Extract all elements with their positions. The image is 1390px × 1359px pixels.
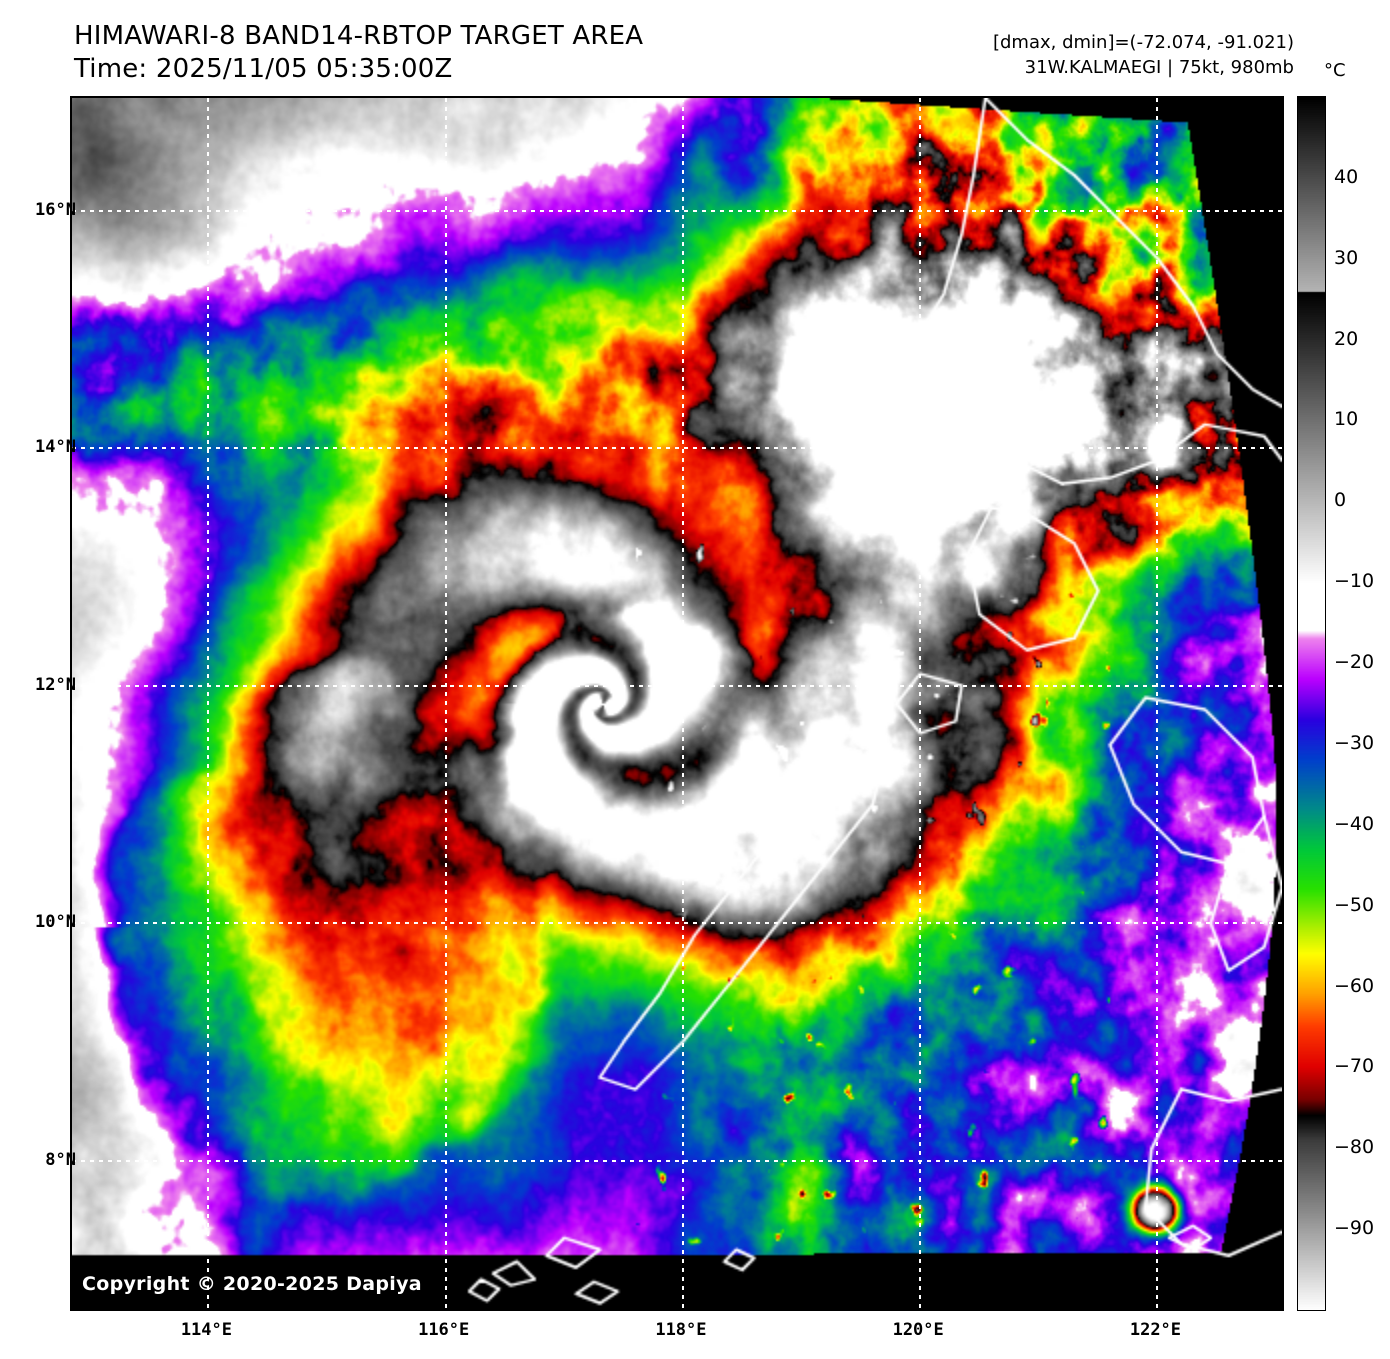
lat-tick-label: 14°N [35, 437, 76, 458]
colorbar-unit-label: °C [1324, 60, 1346, 81]
lat-tick-label: 10°N [35, 912, 76, 933]
colorbar-tick: −80 [1334, 1136, 1375, 1159]
temperature-colorbar[interactable] [1297, 96, 1326, 1311]
colorbar-tick: −90 [1334, 1217, 1375, 1240]
lon-tick-label: 114°E [180, 1320, 232, 1340]
colorbar-tick: 40 [1334, 165, 1359, 188]
lon-tick-label: 120°E [892, 1320, 944, 1340]
colorbar-tick: 10 [1334, 408, 1359, 431]
lat-tick-label: 12°N [35, 674, 76, 695]
colorbar-tick: −30 [1334, 731, 1375, 754]
copyright-notice: Copyright © 2020-2025 Dapiya [82, 1273, 422, 1295]
lat-tick-label: 16°N [35, 199, 76, 220]
infrared-brightness-temperature-raster [72, 98, 1282, 1309]
colorbar-gradient [1298, 97, 1325, 1310]
product-title: HIMAWARI-8 BAND14-RBTOP TARGET AREA [74, 21, 644, 51]
dmax-dmin-readout: [dmax, dmin]=(-72.074, -91.021) [992, 32, 1294, 53]
colorbar-tick: −10 [1334, 570, 1375, 593]
storm-info: 31W.KALMAEGI | 75kt, 980mb [1024, 57, 1294, 78]
colorbar-tick: 0 [1334, 489, 1347, 512]
lat-tick-label: 8°N [45, 1149, 76, 1170]
lon-tick-label: 122°E [1129, 1320, 1182, 1340]
colorbar-tick: −70 [1334, 1055, 1375, 1078]
colorbar-tick: −40 [1334, 812, 1375, 835]
colorbar-tick: 20 [1334, 327, 1359, 350]
observation-time: Time: 2025/11/05 05:35:00Z [74, 54, 453, 84]
satellite-image-plot[interactable]: Copyright © 2020-2025 Dapiya [70, 96, 1284, 1311]
colorbar-tick: −20 [1334, 651, 1375, 674]
colorbar-tick: −60 [1334, 974, 1375, 997]
lon-tick-label: 118°E [655, 1320, 707, 1340]
colorbar-tick: −50 [1334, 893, 1375, 916]
page-title: HIMAWARI-8 BAND14-RBTOP TARGET AREA Time… [74, 20, 643, 86]
colorbar-tick: 30 [1334, 246, 1359, 269]
metadata-block: [dmax, dmin]=(-72.074, -91.021) 31W.KALM… [993, 30, 1294, 80]
lon-tick-label: 116°E [418, 1320, 470, 1340]
